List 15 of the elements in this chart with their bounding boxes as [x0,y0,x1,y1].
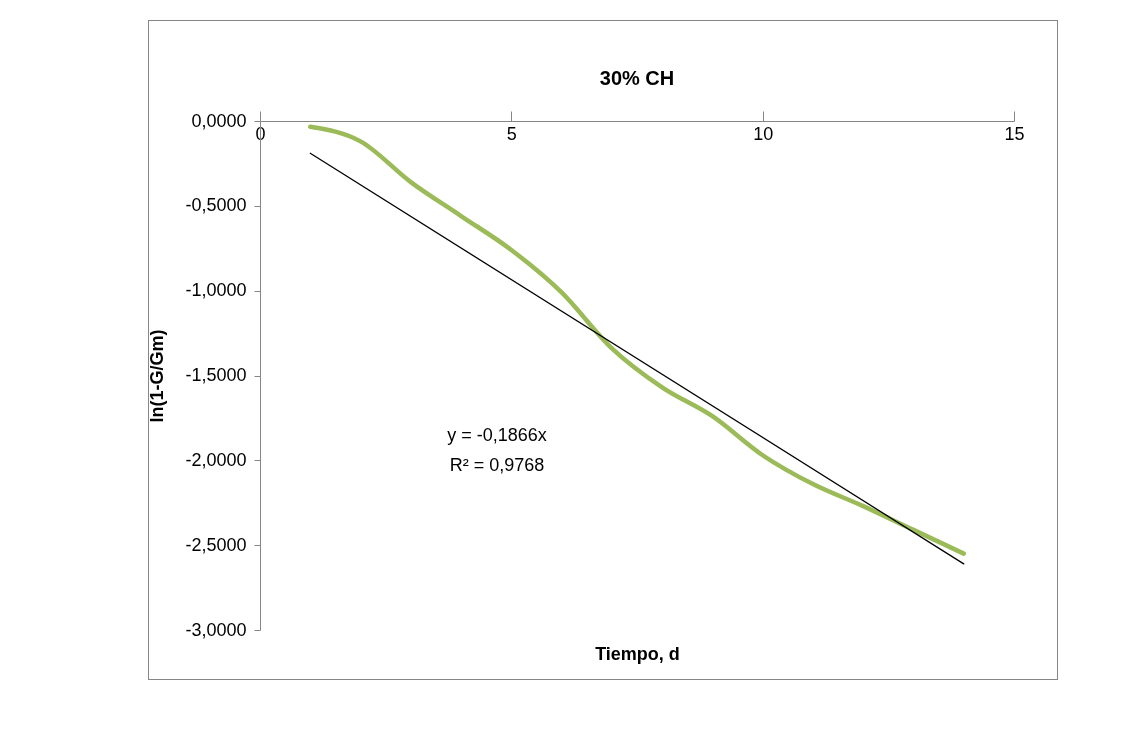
y-tick-label: -0,5000 [185,195,247,216]
annotation: R² = 0,9768 [449,455,545,475]
x-tick-label: 15 [1004,123,1025,144]
y-tick-label: -3,0000 [185,619,247,640]
x-axis-title: Tiempo, d [595,643,680,664]
chart-title: 30% CH [599,66,675,89]
annotation: y = -0,1866x [447,425,547,445]
x-tick-label: 10 [753,123,774,144]
y-tick-label: -2,0000 [185,449,247,470]
x-tick-label: 5 [506,123,517,144]
y-tick-label: -2,5000 [185,534,247,555]
y-tick-label: -1,5000 [185,365,247,385]
y-axis-title: ln(1-G/Gm) [147,329,168,423]
y-tick-label: 0,0000 [191,110,247,131]
y-tick-label: -1,0000 [185,280,247,301]
